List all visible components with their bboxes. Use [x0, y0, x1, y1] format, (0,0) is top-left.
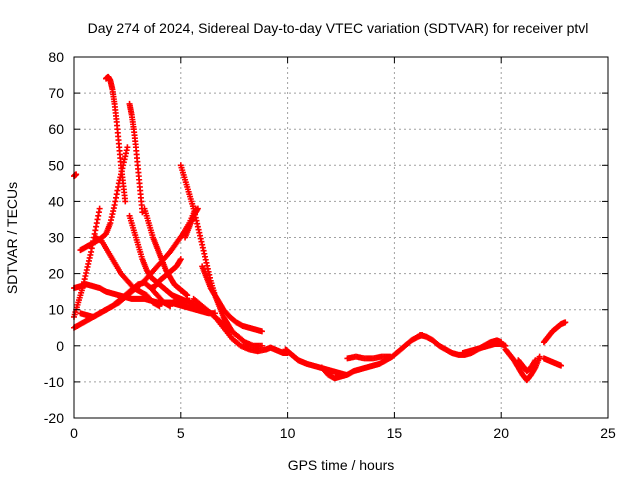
y-tick-label: -20 [44, 410, 64, 426]
y-tick-label: 40 [48, 193, 64, 209]
y-axis-title: SDTVAR / TECUs [4, 182, 20, 294]
series-arc-18 [263, 344, 291, 357]
data-point [167, 303, 174, 310]
y-tick-label: 50 [48, 157, 64, 173]
series-arc-05 [71, 205, 103, 320]
x-tick-label: 0 [70, 425, 78, 441]
series-arc-09 [126, 100, 146, 216]
x-tick-label: 5 [177, 425, 185, 441]
series-arc-23 [459, 340, 509, 357]
data-point [536, 353, 543, 360]
series-arc-15 [199, 263, 265, 335]
data-point [558, 362, 565, 369]
series-arc-03 [71, 205, 199, 331]
x-axis-title: GPS time / hours [288, 457, 395, 473]
series-arc-08 [92, 234, 163, 310]
y-tick-label: 20 [48, 266, 64, 282]
data-point [122, 198, 129, 205]
y-tick-label: -10 [44, 374, 64, 390]
data-point [387, 353, 394, 360]
data-markers [71, 73, 569, 384]
data-point [96, 205, 103, 212]
series-arc-20 [318, 331, 426, 382]
series-arc-21 [344, 353, 394, 362]
x-tick-label: 20 [493, 425, 509, 441]
chart-title: Day 274 of 2024, Sidereal Day-to-day VTE… [88, 20, 589, 36]
y-tick-label: 80 [48, 49, 64, 65]
x-tick-label: 15 [387, 425, 403, 441]
y-tick-label: 30 [48, 230, 64, 246]
x-tick-label: 25 [600, 425, 616, 441]
series-arc-17 [190, 295, 265, 349]
x-tick-label: 10 [280, 425, 296, 441]
data-point [124, 144, 131, 151]
y-tick-label: 10 [48, 302, 64, 318]
y-tick-label: 0 [56, 338, 64, 354]
series-arc-19 [282, 346, 349, 378]
grid-lines [74, 57, 608, 418]
data-point [194, 205, 201, 212]
data-point [177, 256, 184, 263]
series-arc-27 [540, 355, 565, 369]
series-arc-12 [147, 256, 184, 292]
x-tick-labels: 0 5 10 15 20 25 [70, 425, 616, 441]
series-arc-01 [71, 171, 80, 180]
series-arc-14 [182, 205, 201, 241]
series-arc-25 [515, 357, 539, 375]
data-point [562, 319, 569, 326]
data-point [156, 303, 163, 310]
data-point [258, 342, 265, 349]
data-point [184, 292, 191, 299]
series-arc-07 [103, 73, 129, 205]
data-point [532, 357, 539, 364]
y-tick-label: 60 [48, 121, 64, 137]
data-point [258, 328, 265, 335]
axis-ticks [73, 56, 609, 419]
y-tick-labels: -20 -10 0 10 20 30 40 50 60 70 80 [44, 49, 64, 426]
y-tick-label: 70 [48, 85, 64, 101]
series-arc-26 [540, 319, 569, 346]
